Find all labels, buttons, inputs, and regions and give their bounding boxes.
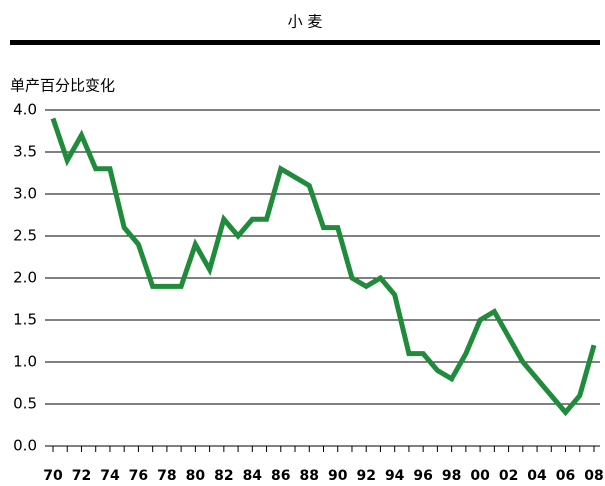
y-tick-label: 1.5 bbox=[13, 311, 37, 329]
x-tick-label: 06 bbox=[556, 468, 575, 484]
x-tick-label: 92 bbox=[356, 468, 375, 484]
x-tick-label: 04 bbox=[527, 468, 547, 484]
y-tick-label: 1.0 bbox=[13, 353, 37, 371]
data-line bbox=[50, 117, 597, 417]
x-tick-label: 86 bbox=[271, 468, 290, 484]
y-tick-label: 0.0 bbox=[13, 437, 37, 455]
x-tick-label: 98 bbox=[442, 468, 461, 484]
x-tick-label: 94 bbox=[385, 468, 405, 484]
y-tick-label: 0.5 bbox=[13, 395, 37, 413]
y-tick-label: 2.5 bbox=[13, 227, 37, 245]
x-tick-label: 02 bbox=[499, 468, 518, 484]
x-tick-label: 84 bbox=[243, 468, 263, 484]
x-tick-label: 72 bbox=[72, 468, 91, 484]
y-tick-label: 2.0 bbox=[13, 269, 37, 287]
x-tick-label: 00 bbox=[470, 468, 490, 484]
title-rule bbox=[10, 40, 600, 45]
x-tick-label: 78 bbox=[157, 468, 176, 484]
x-tick-label: 80 bbox=[186, 468, 206, 484]
x-tick-label: 08 bbox=[584, 468, 603, 484]
chart-title: 小 麦 bbox=[288, 13, 323, 31]
x-tick-label: 76 bbox=[129, 468, 148, 484]
x-tick-label: 74 bbox=[100, 468, 120, 484]
x-tick-label: 96 bbox=[413, 468, 432, 484]
x-tick-label: 90 bbox=[328, 468, 348, 484]
x-tick-label: 88 bbox=[300, 468, 319, 484]
y-tick-label: 4.0 bbox=[13, 101, 37, 119]
y-tick-label: 3.0 bbox=[13, 185, 37, 203]
x-tick-label: 70 bbox=[43, 468, 63, 484]
y-tick-label: 3.5 bbox=[13, 143, 37, 161]
y-axis-label: 单产百分比变化 bbox=[10, 77, 115, 95]
x-tick-label: 82 bbox=[214, 468, 233, 484]
